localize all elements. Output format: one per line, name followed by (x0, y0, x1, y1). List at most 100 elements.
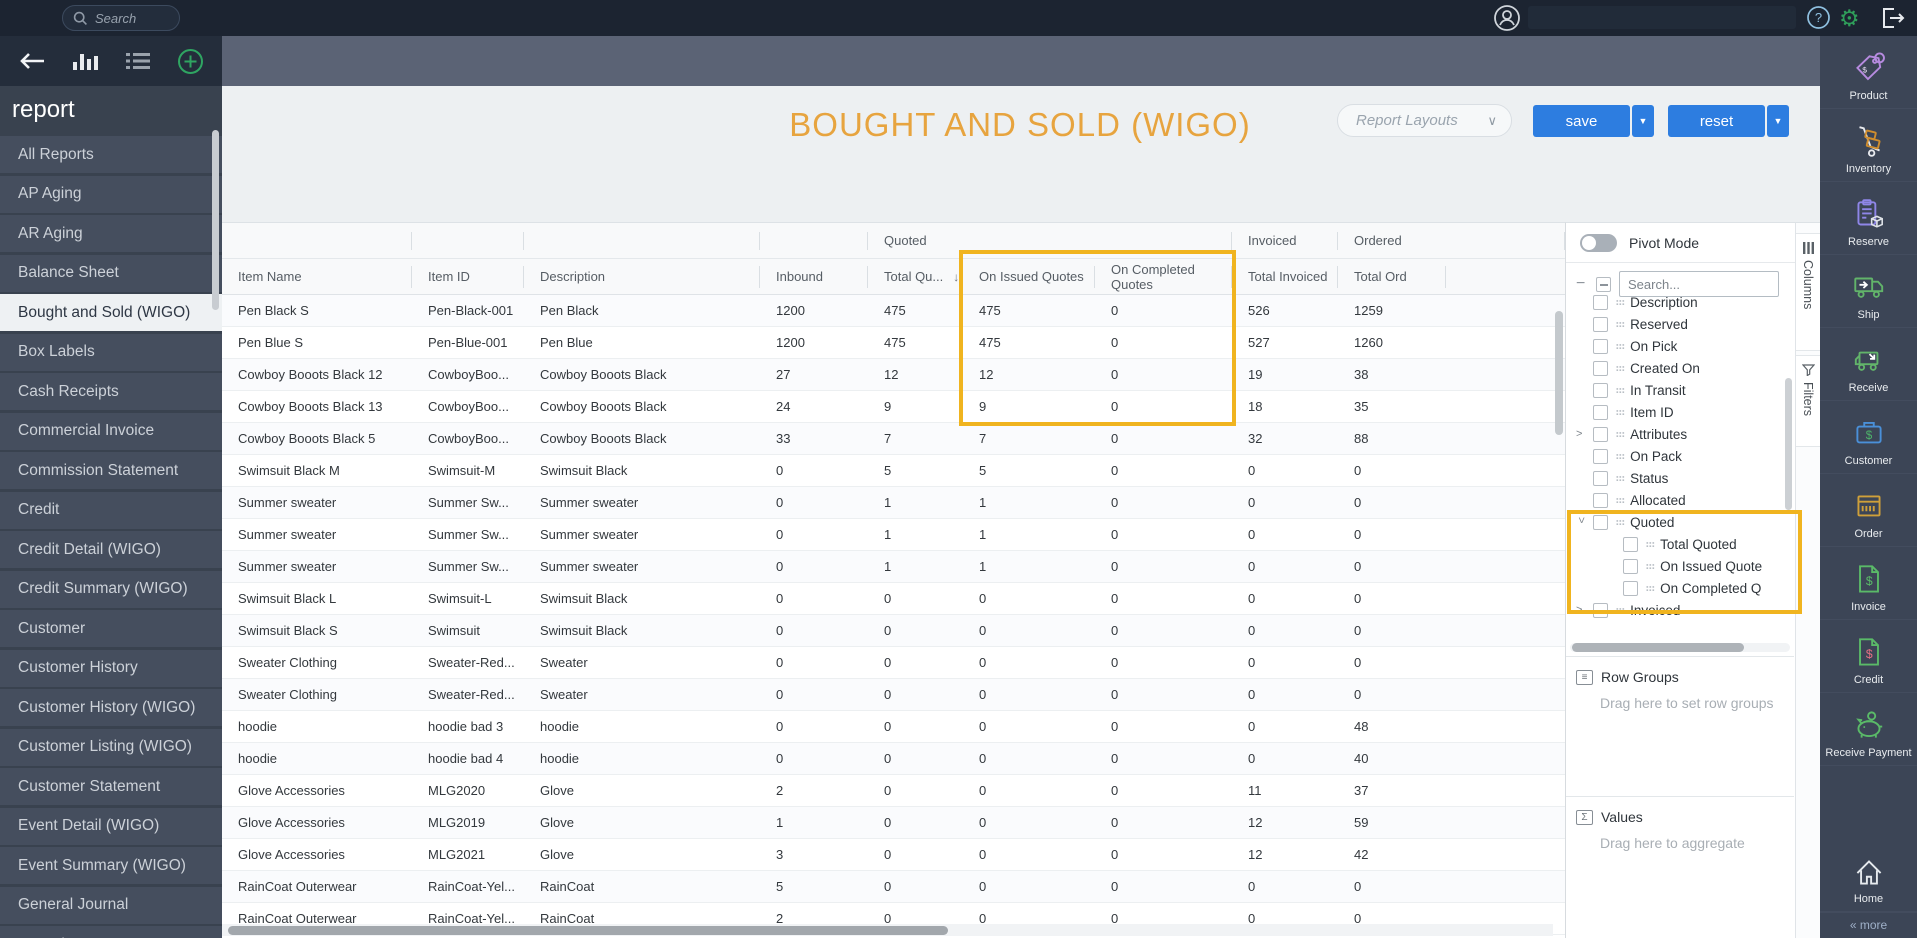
save-dropdown-button[interactable]: ▼ (1632, 105, 1654, 137)
grid-column-header-cell[interactable]: On Completed Quotes↓ (1095, 259, 1232, 294)
grid-column-header-cell[interactable]: On Issued Quotes↓ (963, 259, 1095, 294)
column-list-item[interactable]: > ⠿ Invoiced (1576, 602, 1681, 618)
sidebar-report-item[interactable]: Credit (0, 491, 222, 529)
grid-row[interactable]: Glove Accessories MLG2021 Glove 3 0 0 0 … (222, 839, 1565, 871)
drag-handle-icon[interactable]: ⠿ (1612, 319, 1625, 329)
sidebar-report-item[interactable]: Customer (0, 610, 222, 647)
bar-chart-icon[interactable] (72, 50, 99, 72)
grid-row[interactable]: Pen Blue S Pen-Blue-001 Pen Blue 1200 47… (222, 327, 1565, 359)
drag-handle-icon[interactable]: ⠿ (1642, 583, 1655, 593)
grid-column-header-cell[interactable]: Item Name↓ (222, 259, 412, 294)
save-button[interactable]: save (1533, 105, 1630, 137)
expander-icon[interactable]: > (1576, 604, 1583, 616)
sidebar-report-item[interactable]: Credit Summary (WIGO) (0, 570, 222, 608)
grid-row[interactable]: RainCoat Outerwear RainCoat-Yel... RainC… (222, 871, 1565, 903)
column-list-hscroll-thumb[interactable] (1572, 643, 1744, 652)
column-checkbox[interactable] (1623, 536, 1638, 552)
column-list-item[interactable]: > ⠿ Description (1566, 291, 1794, 313)
sidebar-scrollbar[interactable] (212, 130, 219, 310)
drag-handle-icon[interactable]: ⠿ (1612, 429, 1625, 439)
drag-handle-icon[interactable]: ⠿ (1612, 517, 1625, 527)
sidebar-report-item[interactable]: Customer Listing (WIGO) (0, 728, 222, 766)
column-checkbox[interactable] (1593, 382, 1608, 398)
grid-vertical-scrollbar[interactable] (1555, 295, 1563, 925)
grid-row[interactable]: Sweater Clothing Sweater-Red... Sweater … (222, 647, 1565, 679)
column-list-item[interactable]: > ⠿ Item ID (1566, 401, 1794, 423)
grid-group-header-cell[interactable]: Invoiced (1232, 223, 1338, 258)
sidebar-report-item[interactable]: Bought and Sold (WIGO) (0, 294, 222, 331)
nav-more-button[interactable]: « more (1820, 912, 1917, 937)
sidebar-report-item[interactable]: Credit Detail (WIGO) (0, 531, 222, 568)
grid-column-header-cell[interactable]: Description↓ (524, 259, 760, 294)
values-dropzone[interactable]: Σ Values Drag here to aggregate (1566, 796, 1794, 938)
nav-receive[interactable]: Receive (1820, 328, 1917, 401)
pivot-mode-toggle[interactable] (1580, 233, 1617, 252)
grid-row[interactable]: Swimsuit Black M Swimsuit-M Swimsuit Bla… (222, 455, 1565, 487)
back-arrow-icon[interactable] (18, 51, 46, 71)
nav-credit[interactable]: $ Credit (1820, 620, 1917, 693)
sidebar-report-item[interactable]: Event Summary (WIGO) (0, 847, 222, 884)
drag-handle-icon[interactable]: ⠿ (1642, 539, 1655, 549)
topbar-field[interactable] (1528, 6, 1796, 29)
column-checkbox[interactable] (1593, 448, 1608, 464)
column-list-item[interactable]: > ⠿ Allocated (1566, 489, 1794, 511)
sidebar-report-item[interactable]: Cash Receipts (0, 373, 222, 410)
drag-handle-icon[interactable]: ⠿ (1612, 297, 1625, 307)
reset-dropdown-button[interactable]: ▼ (1767, 105, 1789, 137)
grid-column-header-cell[interactable]: Item ID↓ (412, 259, 524, 294)
grid-row[interactable]: Cowboy Booots Black 12 CowboyBoo... Cowb… (222, 359, 1565, 391)
column-list-item[interactable]: > ⠿ Reserved (1566, 313, 1794, 335)
column-checkbox[interactable] (1593, 338, 1608, 354)
drag-handle-icon[interactable]: ⠿ (1612, 451, 1625, 461)
expander-icon[interactable]: > (1576, 428, 1583, 440)
sidebar-report-item[interactable]: Box Labels (0, 333, 222, 371)
grid-row[interactable]: Summer sweater Summer Sw... Summer sweat… (222, 487, 1565, 519)
grid-row[interactable]: Swimsuit Black L Swimsuit-L Swimsuit Bla… (222, 583, 1565, 615)
grid-row[interactable]: Glove Accessories MLG2020 Glove 2 0 0 0 … (222, 775, 1565, 807)
grid-row[interactable]: Summer sweater Summer Sw... Summer sweat… (222, 519, 1565, 551)
collapse-all-icon[interactable]: − (1576, 275, 1586, 292)
sidebar-report-item[interactable]: Customer History (WIGO) (0, 689, 222, 726)
grid-row[interactable]: Summer sweater Summer Sw... Summer sweat… (222, 551, 1565, 583)
grid-group-header-cell[interactable] (222, 223, 412, 258)
grid-vscroll-thumb[interactable] (1555, 311, 1563, 435)
grid-row[interactable]: hoodie hoodie bad 3 hoodie 0 0 0 0 0 48 (222, 711, 1565, 743)
grid-horizontal-scrollbar[interactable] (222, 924, 1553, 936)
list-view-icon[interactable] (125, 51, 151, 71)
drag-handle-icon[interactable]: ⠿ (1612, 341, 1625, 351)
tab-filters[interactable]: Filters (1796, 355, 1821, 447)
sidebar-report-item[interactable]: AP Aging (0, 175, 222, 213)
column-list-item[interactable]: > ⠿ Quoted (1575, 514, 1675, 530)
grid-row[interactable]: Glove Accessories MLG2019 Glove 1 0 0 0 … (222, 807, 1565, 839)
nav-home[interactable]: Home (1820, 839, 1917, 912)
nav-order[interactable]: Order (1820, 474, 1917, 547)
logout-icon[interactable] (1880, 6, 1906, 30)
sidebar-report-item[interactable]: Event Detail (WIGO) (0, 807, 222, 845)
column-checkbox[interactable] (1623, 558, 1638, 574)
column-list-item[interactable]: > ⠿ On Pick (1566, 335, 1794, 357)
drag-handle-icon[interactable]: ⠿ (1612, 605, 1625, 615)
drag-handle-icon[interactable]: ⠿ (1642, 561, 1655, 571)
grid-row[interactable]: Cowboy Booots Black 5 CowboyBoo... Cowbo… (222, 423, 1565, 455)
reset-button[interactable]: reset (1668, 105, 1765, 137)
column-list-item[interactable]: > ⠿ Attributes (1576, 426, 1688, 442)
help-icon[interactable]: ? (1806, 5, 1831, 30)
column-list-scrollbar[interactable] (1785, 378, 1792, 510)
column-search-input[interactable] (1619, 271, 1779, 297)
grid-column-header-cell[interactable]: Total Ord↓ (1338, 259, 1446, 294)
grid-column-header-cell[interactable]: Total Qu... ↓ (868, 259, 963, 294)
nav-product[interactable]: $ Product (1820, 36, 1917, 109)
grid-group-header-cell[interactable] (412, 223, 524, 258)
grid-column-header-cell[interactable]: Inbound↓ (760, 259, 868, 294)
global-search[interactable] (62, 5, 180, 31)
sidebar-report-item[interactable]: AR Aging (0, 215, 222, 252)
grid-row[interactable]: Pen Black S Pen-Black-001 Pen Black 1200… (222, 295, 1565, 327)
sidebar-report-item[interactable]: Commission Statement (0, 452, 222, 489)
drag-handle-icon[interactable]: ⠿ (1612, 363, 1625, 373)
nav-reserve[interactable]: Reserve (1820, 182, 1917, 255)
settings-gear-icon[interactable]: ⚙ (1839, 5, 1860, 31)
nav-inventory[interactable]: Inventory (1820, 109, 1917, 182)
nav-customer[interactable]: $ Customer (1820, 401, 1917, 474)
grid-row[interactable]: Cowboy Booots Black 13 CowboyBoo... Cowb… (222, 391, 1565, 423)
drag-handle-icon[interactable]: ⠿ (1612, 473, 1625, 483)
